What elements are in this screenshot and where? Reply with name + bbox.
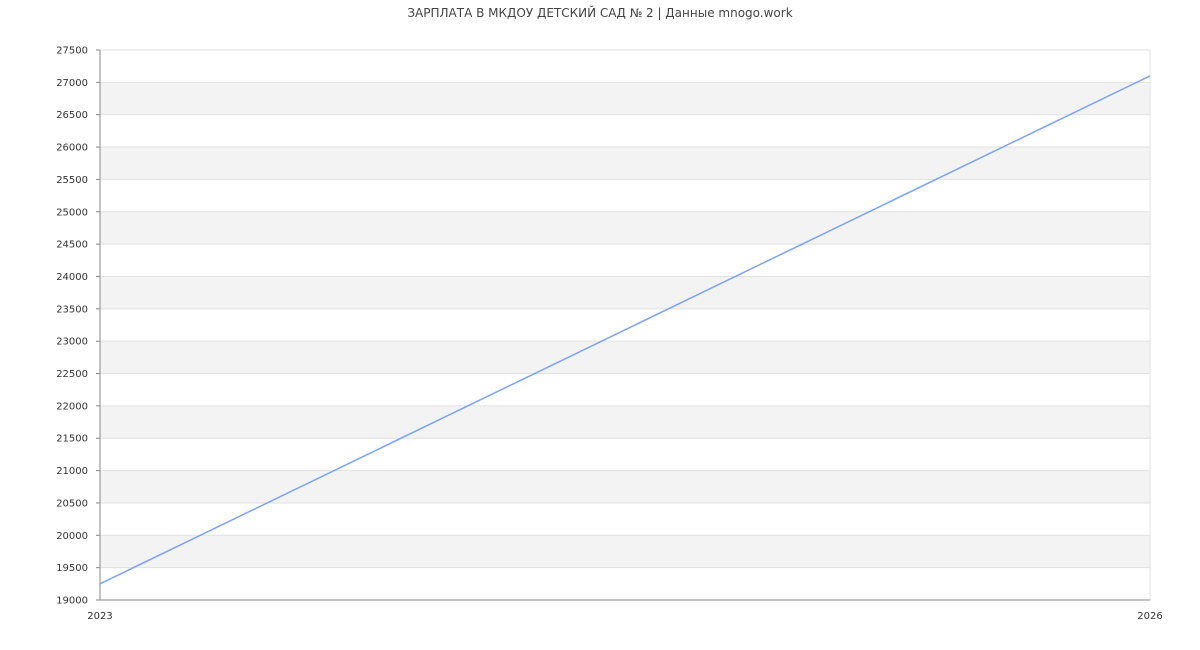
y-tick-label: 24000 [56, 272, 88, 283]
y-tick-label: 27500 [56, 46, 88, 57]
x-tick-label: 2023 [87, 611, 112, 622]
y-tick-label: 21000 [56, 466, 88, 477]
grid-band [100, 470, 1150, 503]
y-tick-label: 23000 [56, 337, 88, 348]
y-tick-label: 26000 [56, 143, 88, 154]
y-tick-label: 19000 [56, 596, 88, 607]
series-line [99, 75, 1151, 585]
grid-band [100, 82, 1150, 115]
y-tick-label: 27000 [56, 78, 88, 89]
y-tick-label: 24500 [56, 240, 88, 251]
grid-band [100, 535, 1150, 568]
y-tick-label: 25500 [56, 175, 88, 186]
y-tick-label: 20500 [56, 498, 88, 509]
y-tick-label: 26500 [56, 110, 88, 121]
y-tick-label: 22500 [56, 369, 88, 380]
grid-band [100, 211, 1150, 245]
x-tick-label: 2026 [1137, 611, 1162, 622]
y-tick-label: 21500 [56, 434, 88, 445]
chart-title: ЗАРПЛАТА В МКДОУ ДЕТСКИЙ САД № 2 | Данны… [407, 6, 793, 20]
grid-band [100, 276, 1150, 309]
y-tick-label: 20000 [56, 531, 88, 542]
y-tick-label: 22000 [56, 401, 88, 412]
y-tick-label: 19500 [56, 563, 88, 574]
grid-band [100, 405, 1150, 439]
grid-band [100, 341, 1150, 374]
y-tick-label: 25000 [56, 207, 88, 218]
y-tick-label: 23500 [56, 304, 88, 315]
grid-band [100, 147, 1150, 180]
